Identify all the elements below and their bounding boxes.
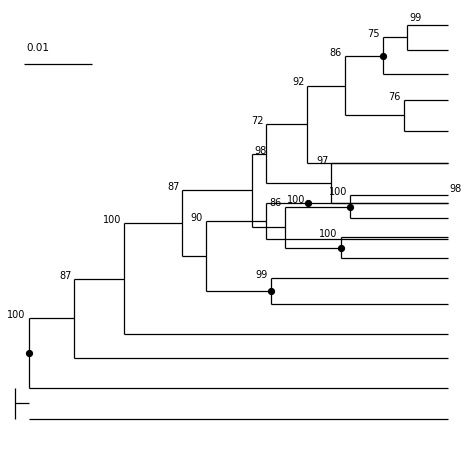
Text: 0.01: 0.01 — [27, 43, 49, 54]
Text: 100: 100 — [7, 310, 26, 320]
Text: 97: 97 — [316, 156, 328, 166]
Text: 87: 87 — [59, 271, 72, 281]
Text: 100: 100 — [319, 229, 337, 239]
Text: 98: 98 — [255, 146, 267, 155]
Text: 75: 75 — [367, 29, 380, 39]
Text: 98: 98 — [449, 184, 462, 194]
Text: 87: 87 — [167, 182, 180, 192]
Text: 92: 92 — [292, 77, 304, 87]
Text: 76: 76 — [389, 92, 401, 102]
Text: 99: 99 — [410, 13, 422, 23]
Text: 72: 72 — [251, 116, 264, 126]
Text: 99: 99 — [255, 270, 268, 280]
Text: 86: 86 — [329, 47, 342, 57]
Text: 86: 86 — [270, 198, 282, 208]
Text: 100: 100 — [102, 215, 121, 225]
Text: 90: 90 — [191, 213, 203, 223]
Text: 100: 100 — [287, 194, 305, 204]
Text: 100: 100 — [328, 187, 347, 197]
